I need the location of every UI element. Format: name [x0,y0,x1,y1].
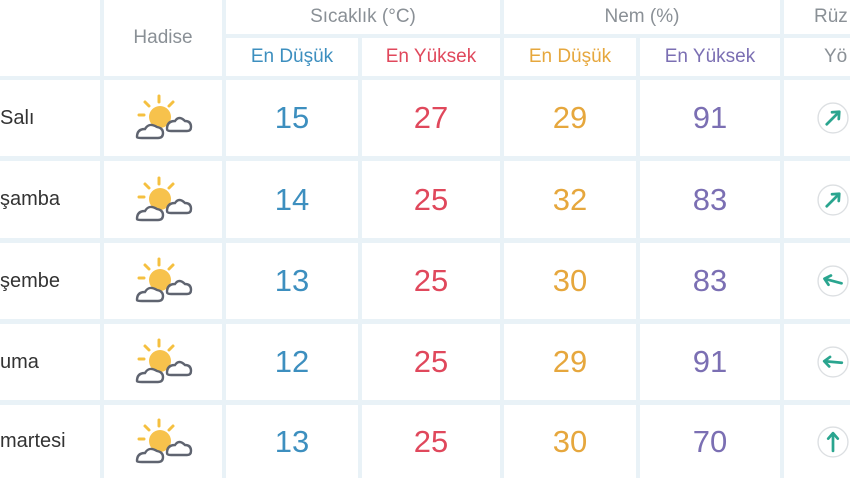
hum-max: 83 [640,161,780,238]
temp-max: 27 [362,80,500,156]
day-name: Salı [0,80,100,156]
hum-max-header: En Yüksek [640,38,780,76]
wind-arrow-icon [817,425,849,458]
hum-min: 32 [504,161,636,238]
temp-min: 15 [226,80,358,156]
temp-max: 25 [362,324,500,400]
temp-max-header: En Yüksek [362,38,500,76]
temp-min: 13 [226,405,358,478]
hum-min: 30 [504,405,636,478]
weather-icon-cell [104,243,222,319]
wind-direction-cell [784,80,850,156]
humidity-header: Nem (%) [504,0,780,34]
day-header-cell [0,0,100,76]
wind-arrow-icon [817,102,849,134]
hum-min: 30 [504,243,636,319]
wind-arrow-icon [817,183,849,216]
day-name: şembe [0,243,100,319]
temp-max: 25 [362,405,500,478]
wind-dir-header: Yö [784,38,850,76]
day-name: martesi [0,405,100,478]
weather-icon-cell [104,161,222,238]
wind-header: Rüz [784,0,850,34]
partly-cloudy-icon [135,257,193,303]
hadise-header: Hadise [104,0,222,76]
partly-cloudy-icon [135,94,193,140]
temp-min-header: En Düşük [226,38,358,76]
hum-max: 70 [640,405,780,478]
weather-icon-cell [104,80,222,156]
weather-icon-cell [104,324,222,400]
day-name: uma [0,324,100,400]
wind-arrow-icon [817,265,849,297]
temp-max: 25 [362,161,500,238]
hum-min-header: En Düşük [504,38,636,76]
temp-max: 25 [362,243,500,319]
wind-direction-cell [784,324,850,400]
wind-arrow-icon [817,346,849,378]
wind-direction-cell [784,405,850,478]
hum-max: 91 [640,324,780,400]
hum-min: 29 [504,80,636,156]
temperature-header: Sıcaklık (°C) [226,0,500,34]
wind-direction-cell [784,161,850,238]
hum-max: 91 [640,80,780,156]
wind-direction-cell [784,243,850,319]
day-name: şamba [0,161,100,238]
partly-cloudy-icon [135,418,193,463]
weather-icon-cell [104,405,222,478]
partly-cloudy-icon [135,338,193,384]
temp-min: 14 [226,161,358,238]
temp-min: 12 [226,324,358,400]
hum-min: 29 [504,324,636,400]
hum-max: 83 [640,243,780,319]
partly-cloudy-icon [135,176,193,221]
temp-min: 13 [226,243,358,319]
